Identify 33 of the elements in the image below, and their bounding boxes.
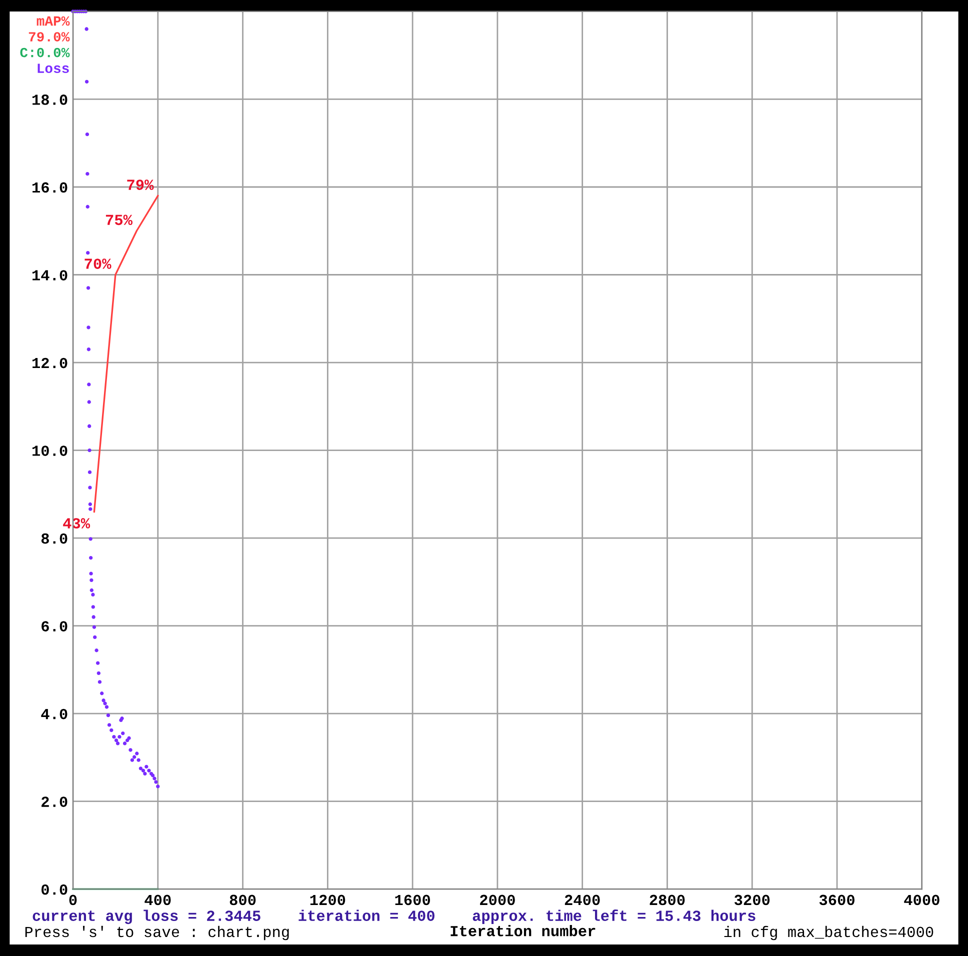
x-tick-label: 800	[230, 894, 256, 906]
text: in cfg max_batches=4000	[724, 926, 934, 940]
y-tick-label: 16.0	[32, 182, 68, 193]
x-tick-label: 2800	[650, 894, 685, 906]
data-label: 75%	[106, 214, 132, 226]
data-label: 79%	[127, 180, 154, 190]
y-tick-label: 14.0	[32, 270, 68, 280]
x-tick-label: 4000	[904, 894, 940, 906]
x-tick-label: 3600	[819, 894, 854, 906]
y-tick-label: 6.0	[42, 621, 68, 632]
y-tick-label: 10.0	[32, 446, 68, 456]
y-tick-label: 18.0	[32, 94, 68, 105]
y-tick-label: 4.0	[41, 708, 68, 720]
x-tick-label: 2000	[480, 894, 515, 906]
y-tick-label: 8.0	[41, 533, 68, 544]
text: mAP%	[36, 16, 70, 26]
text: Press 's' to save : chart.png	[25, 926, 289, 940]
y-tick-label: 0.0	[41, 884, 68, 895]
text: 79.0%	[28, 32, 70, 42]
data-label: 70%	[84, 258, 112, 269]
data-label: 43%	[63, 518, 90, 529]
y-tick-label: 2.0	[42, 796, 68, 808]
x-tick-label: 2400	[564, 894, 600, 906]
text: C:0.0%	[20, 48, 70, 58]
x-tick-label: 0	[69, 894, 77, 906]
y-tick-label: 12.0	[32, 358, 68, 368]
x-tick-label: 400	[144, 894, 171, 906]
x-tick-label: 1600	[395, 894, 430, 906]
x-axis-title: Iteration number	[450, 925, 596, 936]
text: current avg loss = 2.3445 iteration = 400 approx. time left = 15.43 hours	[32, 910, 756, 924]
x-tick-label: 3200	[734, 894, 770, 906]
series-label: Loss	[38, 64, 69, 74]
x-tick-label: 1200	[310, 894, 346, 906]
